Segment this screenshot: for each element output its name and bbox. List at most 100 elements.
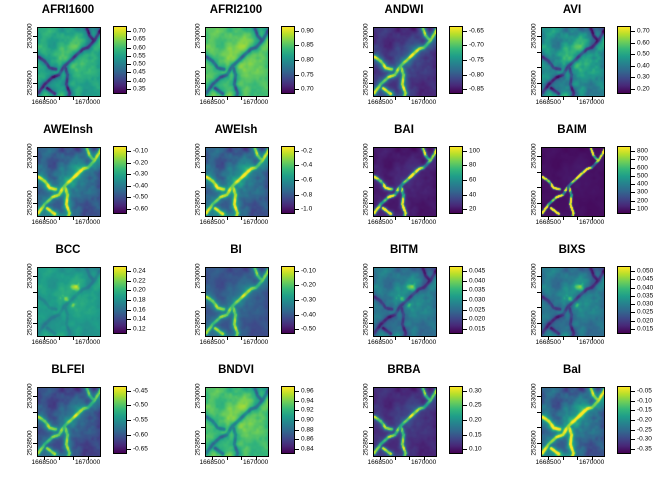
colorbar-tick: [631, 270, 635, 272]
x-axis-tick: [380, 216, 382, 220]
panel-title: BLFEI: [51, 364, 85, 376]
colorbar-tick: [127, 30, 131, 32]
colorbar-tick: [127, 55, 131, 57]
colorbar-tick: [631, 54, 635, 56]
colorbar-tick: [463, 165, 467, 167]
y-axis-tick: [537, 67, 541, 69]
y-axis-tick: [33, 276, 37, 278]
colorbar: [449, 386, 463, 454]
y-axis-tick: [537, 51, 541, 53]
colorbar-tick-label: -0.85: [469, 85, 484, 93]
y-tick-label: 2528500: [530, 70, 538, 96]
colorbar-tick-label: 300: [637, 188, 648, 196]
colorbar-tick-label: 400: [637, 180, 648, 188]
colorbar-tick: [295, 329, 299, 331]
x-axis-tick: [73, 96, 75, 100]
colorbar-tick: [463, 209, 467, 211]
colorbar-tick-label: 700: [637, 155, 648, 163]
y-tick-label: 2528500: [194, 190, 202, 216]
raster-panel: BaI 2530000 2528500 1668500 1670000 -0.05 -0.…: [504, 360, 672, 480]
colorbar-tick: [463, 329, 467, 331]
x-axis-tick: [241, 216, 243, 220]
x-axis-tick: [87, 456, 89, 460]
colorbar-tick-label: -0.30: [301, 296, 316, 304]
colorbar-tick: [295, 420, 299, 421]
y-axis-tick: [369, 291, 373, 293]
y-tick-label: 2528500: [530, 310, 538, 336]
panel-title: BRBA: [387, 364, 421, 376]
panel-title: BaI: [563, 364, 581, 376]
y-tick-label: 2528500: [194, 310, 202, 336]
panel-title: AFRI2100: [209, 4, 263, 16]
x-axis-tick: [226, 336, 228, 340]
x-tick-label: 1670000: [410, 459, 437, 466]
x-axis-tick: [591, 336, 593, 340]
colorbar-tick: [127, 390, 131, 392]
y-tick-label: 2530000: [194, 263, 202, 289]
colorbar-tick-label: -0.10: [301, 267, 316, 275]
raster-map: [373, 27, 437, 97]
colorbar-tick: [631, 209, 635, 211]
y-axis-tick: [33, 396, 37, 398]
x-axis-tick: [58, 96, 60, 100]
colorbar-tick: [295, 165, 299, 167]
colorbar-tick-label: 500: [637, 172, 648, 180]
x-axis-tick: [241, 336, 243, 340]
colorbar-tick: [127, 197, 131, 199]
y-axis-tick: [369, 51, 373, 53]
y-axis-tick: [201, 291, 205, 293]
colorbar-tick: [463, 280, 467, 282]
colorbar-tick: [631, 175, 635, 177]
colorbar-tick: [631, 410, 635, 412]
colorbar-tick-label: -0.10: [133, 147, 148, 155]
y-axis-tick: [369, 203, 373, 205]
colorbar-tick-label: 20: [469, 205, 477, 213]
colorbar-tick-label: -0.60: [133, 431, 148, 439]
x-tick-label: 1670000: [578, 339, 605, 346]
raster-panel: AWEInsh 2530000 2528500 1668500 1670000 -0.1…: [0, 120, 168, 240]
colorbar-tick-label: -0.40: [133, 182, 148, 190]
colorbar-tick: [295, 439, 299, 441]
colorbar-tick-label: 0.025: [637, 308, 654, 316]
x-tick-label: 1668500: [199, 459, 225, 466]
panel-title: BIXS: [558, 244, 586, 256]
colorbar-tick-label: 0.020: [469, 315, 486, 323]
raster-map: [205, 27, 269, 97]
raster-panel: BITM 2530000 2528500 1668500 1670000 0.045 0.…: [336, 240, 504, 360]
colorbar-tick: [463, 194, 467, 196]
colorbar-tick: [127, 64, 131, 66]
colorbar-tick: [127, 185, 131, 187]
y-axis-tick: [369, 156, 373, 158]
y-axis-tick: [537, 411, 541, 413]
colorbar-tick: [127, 150, 131, 152]
colorbar-tick-label: -1.0: [301, 205, 313, 213]
panel-title: AWEIsh: [214, 124, 258, 136]
raster-map: [205, 387, 269, 457]
y-axis-tick: [201, 36, 205, 38]
colorbar-tick-label: 0.12: [133, 325, 146, 333]
x-axis-tick: [394, 456, 396, 460]
y-axis-tick: [201, 83, 205, 85]
x-axis-tick: [380, 456, 382, 460]
colorbar-tick: [631, 449, 635, 451]
colorbar-tick-label: -0.4: [301, 161, 313, 169]
x-axis-tick: [394, 336, 396, 340]
colorbar: [113, 26, 127, 94]
colorbar-tick: [295, 45, 299, 47]
colorbar-tick: [127, 319, 131, 321]
colorbar-tick-label: 0.040: [469, 277, 486, 285]
colorbar-tick: [631, 150, 635, 152]
colorbar-tick: [631, 329, 635, 331]
y-tick-label: 2528500: [194, 70, 202, 96]
raster-panel: AFRI2100 2530000 2528500 1668500 1670000 0.9…: [168, 0, 336, 120]
x-axis-tick: [73, 216, 75, 220]
colorbar: [281, 266, 295, 334]
panel-title: BAI: [394, 124, 414, 136]
y-axis-tick: [369, 307, 373, 309]
raster-map: [37, 387, 101, 457]
colorbar-tick-label: 0.20: [133, 286, 146, 294]
colorbar-tick-label: 0.45: [133, 68, 146, 76]
colorbar-tick-label: 0.40: [637, 62, 650, 70]
colorbar-tick-label: 0.88: [301, 426, 314, 434]
y-axis-tick: [201, 171, 205, 173]
